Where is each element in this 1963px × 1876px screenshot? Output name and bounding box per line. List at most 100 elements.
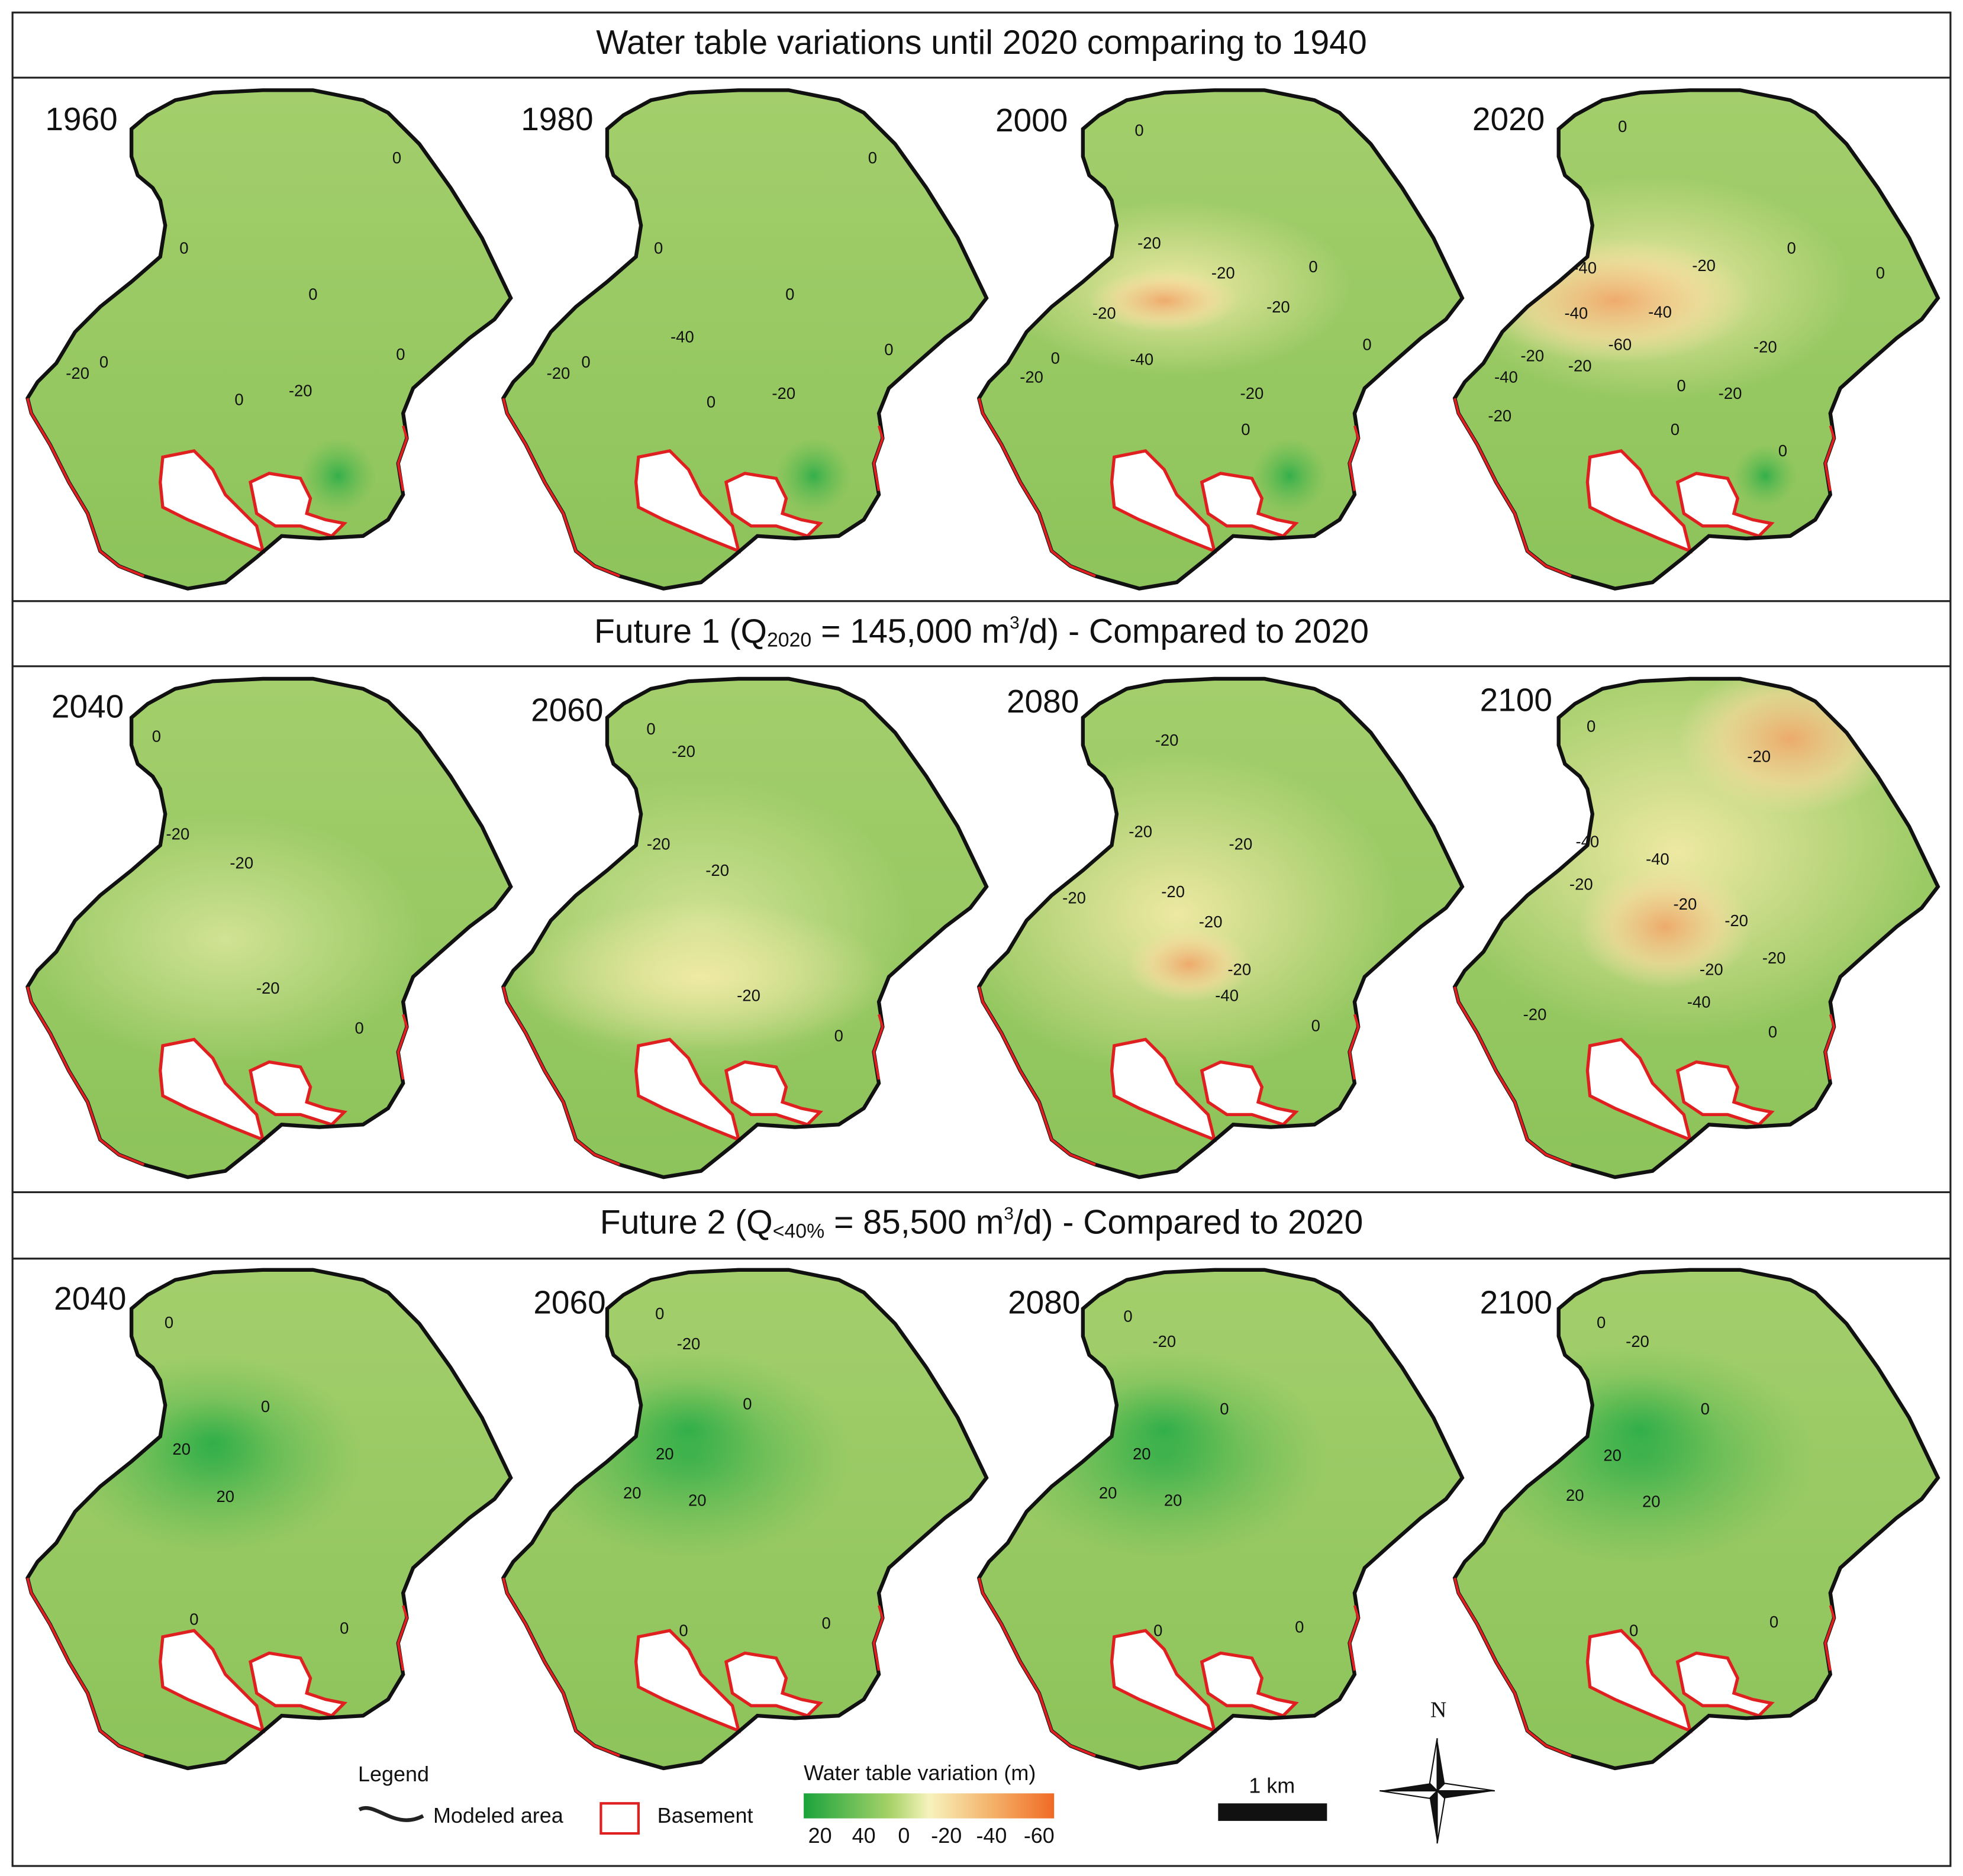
map-panel bbox=[952, 1255, 1477, 1781]
panel-year: 2080 bbox=[1008, 1284, 1080, 1321]
contour-label: -20 bbox=[772, 384, 795, 402]
contour-label: 0 bbox=[884, 340, 893, 359]
contour-label: -20 bbox=[1229, 835, 1253, 853]
contour-label: 0 bbox=[707, 393, 715, 411]
contour-label: -20 bbox=[672, 742, 695, 760]
basement-edge bbox=[26, 1577, 145, 1757]
contour-label: 0 bbox=[834, 1026, 843, 1045]
contour-label: -60 bbox=[1608, 335, 1632, 353]
basement-edge bbox=[1824, 1014, 1836, 1080]
contour-label: 0 bbox=[1787, 238, 1796, 257]
contour-label: 0 bbox=[1618, 117, 1627, 136]
contour-label: -40 bbox=[1573, 259, 1597, 277]
contour-label: -20 bbox=[1719, 384, 1742, 402]
contour-label: 20 bbox=[656, 1445, 674, 1463]
contour-label: 0 bbox=[1134, 121, 1143, 139]
contour-label: -20 bbox=[1020, 368, 1043, 386]
map-fill bbox=[27, 678, 511, 1178]
map-panel bbox=[1427, 75, 1953, 601]
contour-label: -40 bbox=[1687, 992, 1711, 1011]
panels bbox=[0, 75, 1953, 1781]
contour-label: -20 bbox=[1520, 346, 1544, 365]
basement bbox=[159, 449, 266, 554]
variation-zone bbox=[150, 1398, 276, 1487]
contour-label: -20 bbox=[1227, 960, 1251, 978]
contour-label: 0 bbox=[1308, 257, 1317, 276]
variation-zone bbox=[776, 438, 852, 514]
contour-label: 20 bbox=[216, 1487, 234, 1506]
scale-bar bbox=[1218, 1803, 1327, 1821]
colorbar-label: 20 bbox=[808, 1823, 832, 1848]
colorbar-labels: 20 40 0 -20 -40 -60 bbox=[808, 1823, 1055, 1848]
map-panel bbox=[0, 1255, 526, 1781]
title-part: <40% bbox=[773, 1220, 825, 1242]
variation-zone bbox=[1089, 269, 1240, 332]
contour-label: -40 bbox=[671, 328, 694, 346]
contour-label: 0 bbox=[1153, 1622, 1162, 1640]
contour-label: -20 bbox=[1754, 338, 1777, 356]
colorbar-label: 40 bbox=[852, 1823, 876, 1848]
contour-label: 0 bbox=[261, 1397, 270, 1416]
basement-edge bbox=[1348, 1605, 1360, 1671]
basement-edge bbox=[872, 1014, 884, 1080]
map-panel bbox=[1427, 1255, 1953, 1781]
legend-label: Basement bbox=[657, 1803, 753, 1827]
contour-label: 0 bbox=[1220, 1400, 1229, 1418]
panel-year: 1960 bbox=[45, 101, 117, 137]
contour-label: -40 bbox=[1646, 850, 1669, 868]
contour-label: -20 bbox=[677, 1335, 701, 1353]
basement bbox=[1200, 1651, 1299, 1718]
title-part: /d) - Compared to 2020 bbox=[1020, 613, 1369, 650]
contour-label: -20 bbox=[705, 861, 729, 879]
map-fill bbox=[503, 678, 987, 1178]
title-part: 3 bbox=[1010, 613, 1019, 633]
contour-label: -20 bbox=[1568, 356, 1592, 375]
map-panel bbox=[476, 664, 1001, 1190]
basement bbox=[159, 1629, 266, 1733]
contour-label: 0 bbox=[1778, 441, 1787, 460]
legend-label: Modeled area bbox=[433, 1803, 563, 1827]
basement-edge bbox=[502, 398, 620, 578]
title-part: Future 2 (Q bbox=[600, 1204, 773, 1242]
contour-label: -20 bbox=[547, 364, 570, 382]
title-part: 3 bbox=[1004, 1204, 1013, 1223]
basement bbox=[1110, 1037, 1217, 1143]
contour-label: 0 bbox=[340, 1619, 349, 1637]
variation-zone bbox=[1677, 678, 1903, 814]
contour-label: -20 bbox=[1266, 298, 1290, 316]
basement-edge bbox=[26, 398, 145, 578]
panel-year: 2000 bbox=[995, 102, 1068, 138]
contour-label: -40 bbox=[1564, 304, 1588, 322]
colorbar-label: 0 bbox=[898, 1823, 910, 1848]
contour-label: -20 bbox=[1161, 882, 1185, 901]
contour-label: 0 bbox=[1677, 376, 1685, 395]
contour-label: -20 bbox=[1569, 875, 1593, 893]
contour-label: -20 bbox=[1747, 747, 1771, 766]
basement-edge bbox=[397, 1014, 408, 1080]
title-part: /d) - Compared to 2020 bbox=[1014, 1204, 1363, 1242]
basement-edge bbox=[1453, 1577, 1572, 1757]
basement bbox=[1110, 449, 1217, 554]
colorbar-label: -40 bbox=[976, 1823, 1007, 1848]
contour-label: 0 bbox=[1051, 349, 1060, 368]
title-part: 2020 bbox=[767, 628, 811, 651]
north-label: N bbox=[1430, 1698, 1446, 1723]
contour-label: -20 bbox=[1092, 304, 1116, 322]
contour-label: -20 bbox=[1674, 895, 1697, 913]
variation-zone bbox=[1577, 864, 1753, 989]
contour-label: 0 bbox=[152, 727, 161, 746]
contour-label: -20 bbox=[1211, 264, 1235, 282]
contour-label: 0 bbox=[679, 1622, 688, 1640]
section-title: Water table variations until 2020 compar… bbox=[596, 24, 1366, 62]
contour-label: 20 bbox=[688, 1491, 707, 1510]
basement-edge bbox=[397, 425, 408, 491]
panel-year: 2040 bbox=[54, 1280, 126, 1317]
contour-label: -40 bbox=[1130, 350, 1153, 369]
panel-year: 2080 bbox=[1007, 683, 1079, 720]
map-base bbox=[503, 90, 987, 589]
basement bbox=[159, 1037, 266, 1143]
map-fill bbox=[503, 1269, 987, 1769]
contour-label: -20 bbox=[1762, 949, 1786, 967]
basement-edge bbox=[978, 398, 1096, 578]
